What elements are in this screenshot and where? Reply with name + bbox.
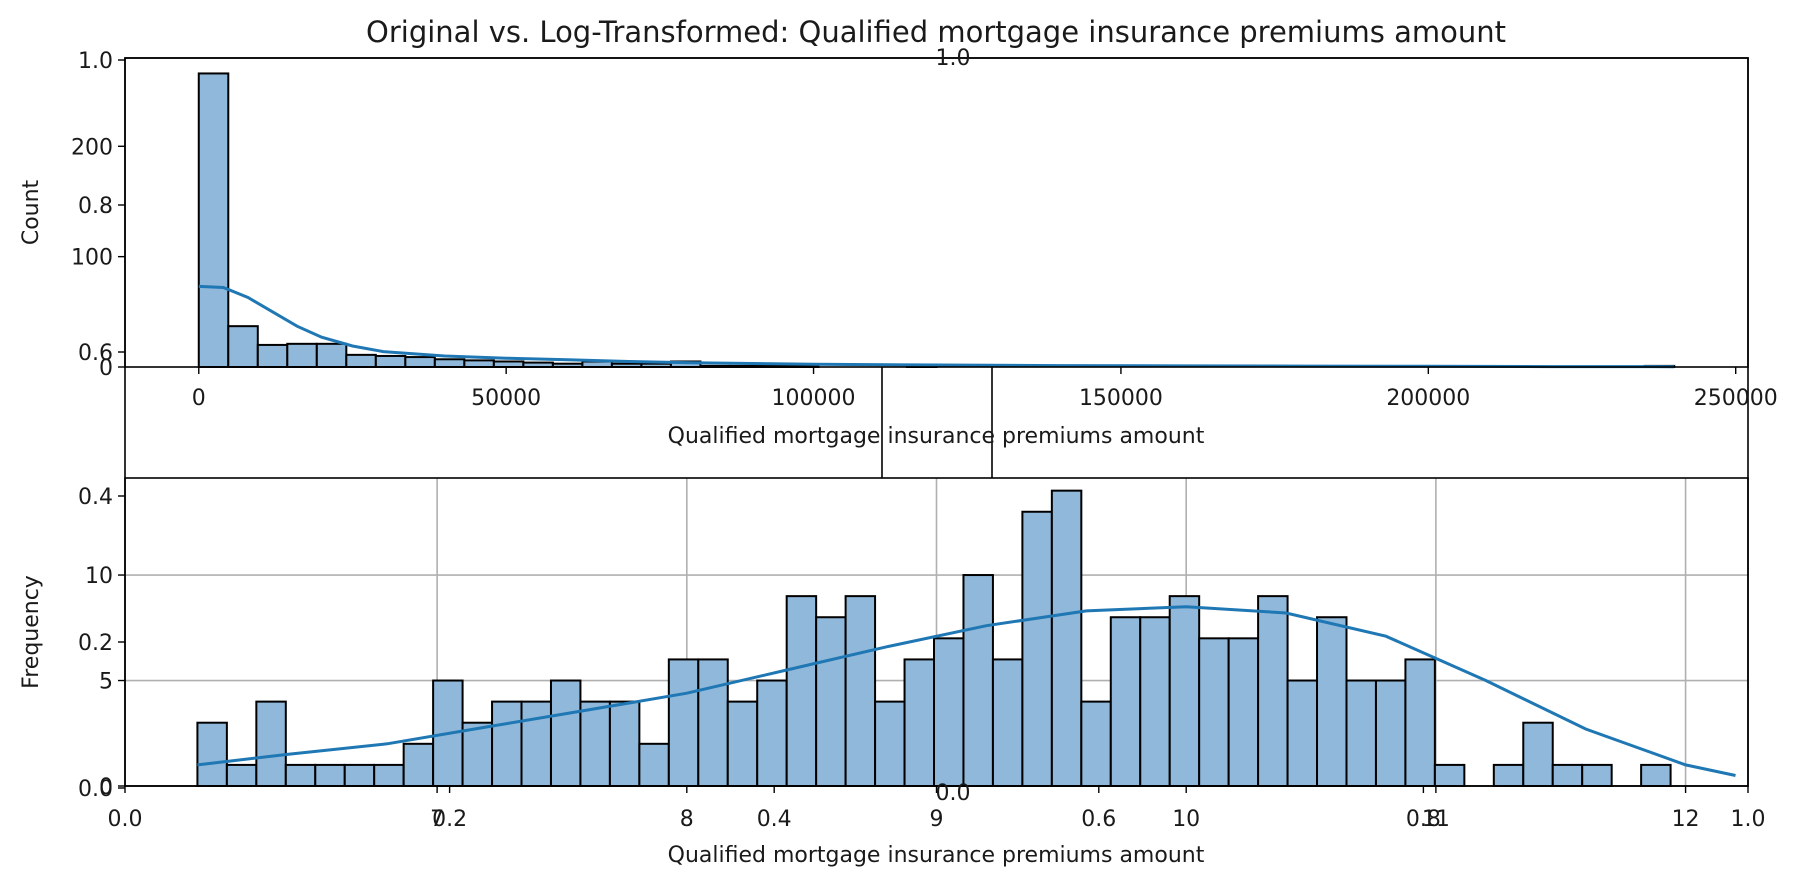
histogram-bar — [227, 325, 259, 368]
histogram-bar — [1433, 763, 1466, 788]
histogram-bar — [1581, 763, 1613, 788]
histogram-bar — [1080, 700, 1112, 788]
overlay-x-tick-label: 0.8 — [1406, 807, 1441, 832]
histogram-bar — [991, 658, 1024, 788]
overlay-y-tick-label: 0.2 — [78, 631, 113, 656]
overlay-x-tick-label: 0.4 — [757, 807, 792, 832]
histogram-bar — [844, 595, 877, 787]
histogram-bar — [197, 72, 230, 368]
overlay-y-tick-label: 0.8 — [78, 194, 113, 219]
histogram-bar — [1050, 489, 1083, 787]
histogram-bar — [1286, 679, 1319, 788]
kde-curve — [197, 605, 1736, 777]
histogram-bar — [1345, 679, 1377, 788]
histogram-bar — [491, 700, 523, 788]
histogram-bar — [638, 742, 670, 788]
histogram-bar — [815, 616, 847, 787]
y-axis-label: Frequency — [19, 575, 44, 689]
histogram-bar — [1551, 763, 1584, 788]
histogram-bar — [667, 658, 700, 788]
histogram-bar — [726, 700, 759, 788]
x-tick-label: 150000 — [1079, 386, 1163, 411]
histogram-bar — [433, 358, 466, 368]
histogram-bar — [461, 721, 494, 788]
x-tick-label: 12 — [1672, 807, 1700, 832]
x-tick-label: 10 — [1172, 807, 1200, 832]
overlay-x-tick-label: 0.6 — [1081, 807, 1116, 832]
y-tick-label: 0 — [99, 775, 113, 800]
histogram-bar — [314, 763, 346, 788]
histogram-bar — [255, 700, 287, 788]
histogram-bar — [196, 721, 228, 788]
histogram-bar — [1021, 510, 1053, 787]
histogram-bar — [463, 359, 495, 368]
histogram-bar — [1522, 721, 1554, 788]
y-tick-label: 5 — [99, 670, 113, 695]
overlay-y-tick-label: 0.6 — [78, 341, 113, 366]
x-tick-label: 250000 — [1694, 386, 1778, 411]
histogram-bar — [1168, 595, 1201, 787]
histogram-bar — [345, 353, 377, 369]
overlay-top-label: 1.0 — [936, 46, 971, 71]
x-tick-label: 200000 — [1386, 386, 1470, 411]
panel-frame — [124, 57, 1749, 368]
overlay-y-tick-label: 1.0 — [78, 49, 113, 74]
histogram-bar — [1198, 637, 1230, 788]
histogram-bar — [520, 700, 552, 788]
histogram-bar — [1374, 679, 1407, 788]
x-tick-label: 50000 — [471, 386, 541, 411]
histogram-bar — [903, 658, 936, 788]
histogram-bar — [373, 763, 405, 788]
histogram-bar — [962, 574, 994, 787]
x-tick-label: 8 — [680, 807, 694, 832]
histogram-bar — [756, 679, 788, 788]
x-tick-label: 7 — [430, 807, 444, 832]
overlay-x-tick-label: 0.2 — [432, 807, 467, 832]
x-axis-label: Qualified mortgage insurance premiums am… — [668, 424, 1205, 449]
histogram-bar — [1109, 616, 1142, 787]
histogram-bar — [402, 742, 435, 788]
histogram-bar — [315, 342, 348, 369]
kde-curve — [198, 284, 1675, 369]
histogram-bar — [874, 700, 906, 788]
overlay-y-tick-label: 0.0 — [78, 777, 113, 802]
histogram-bar — [1257, 595, 1289, 787]
histogram-bar — [1492, 763, 1525, 788]
histogram-bar — [404, 356, 436, 369]
histogram-bar — [1316, 616, 1348, 787]
chart-title: Original vs. Log-Transformed: Qualified … — [366, 15, 1506, 49]
histogram-bar — [608, 700, 641, 788]
y-tick-label: 100 — [71, 246, 113, 271]
overlay-x-tick-label: 1.0 — [1731, 807, 1766, 832]
y-tick-label: 0 — [99, 356, 113, 381]
x-tick-label: 100000 — [772, 386, 856, 411]
histogram-bar — [697, 658, 729, 788]
histogram-bar — [1640, 763, 1672, 788]
x-tick-label: 11 — [1422, 807, 1450, 832]
histogram-bar — [256, 343, 289, 368]
y-tick-label: 10 — [85, 564, 113, 589]
y-axis-label: Count — [19, 179, 44, 245]
histogram-bar — [933, 637, 965, 788]
x-tick-label: 9 — [930, 807, 944, 832]
histogram-bar — [549, 679, 582, 788]
histogram-bar — [1404, 658, 1436, 788]
histogram-bar — [343, 763, 376, 788]
histogram-bar — [1227, 637, 1260, 788]
histogram-bar — [785, 595, 818, 787]
x-tick-label: 0 — [192, 386, 206, 411]
overlay-y-tick-label: 0.4 — [78, 485, 113, 510]
histogram-bar — [286, 342, 318, 369]
overlay-bottom-label: 0.0 — [936, 781, 971, 806]
overlay-x-tick-label: 0.0 — [108, 807, 143, 832]
histogram-bar — [1139, 616, 1171, 787]
histogram-bar — [374, 354, 407, 369]
histogram-bar — [284, 763, 317, 788]
histogram-bar — [225, 763, 258, 788]
histogram-bar — [492, 360, 525, 369]
histogram-bar — [579, 700, 611, 788]
y-tick-label: 200 — [71, 135, 113, 160]
x-axis-label: Qualified mortgage insurance premiums am… — [668, 843, 1205, 868]
